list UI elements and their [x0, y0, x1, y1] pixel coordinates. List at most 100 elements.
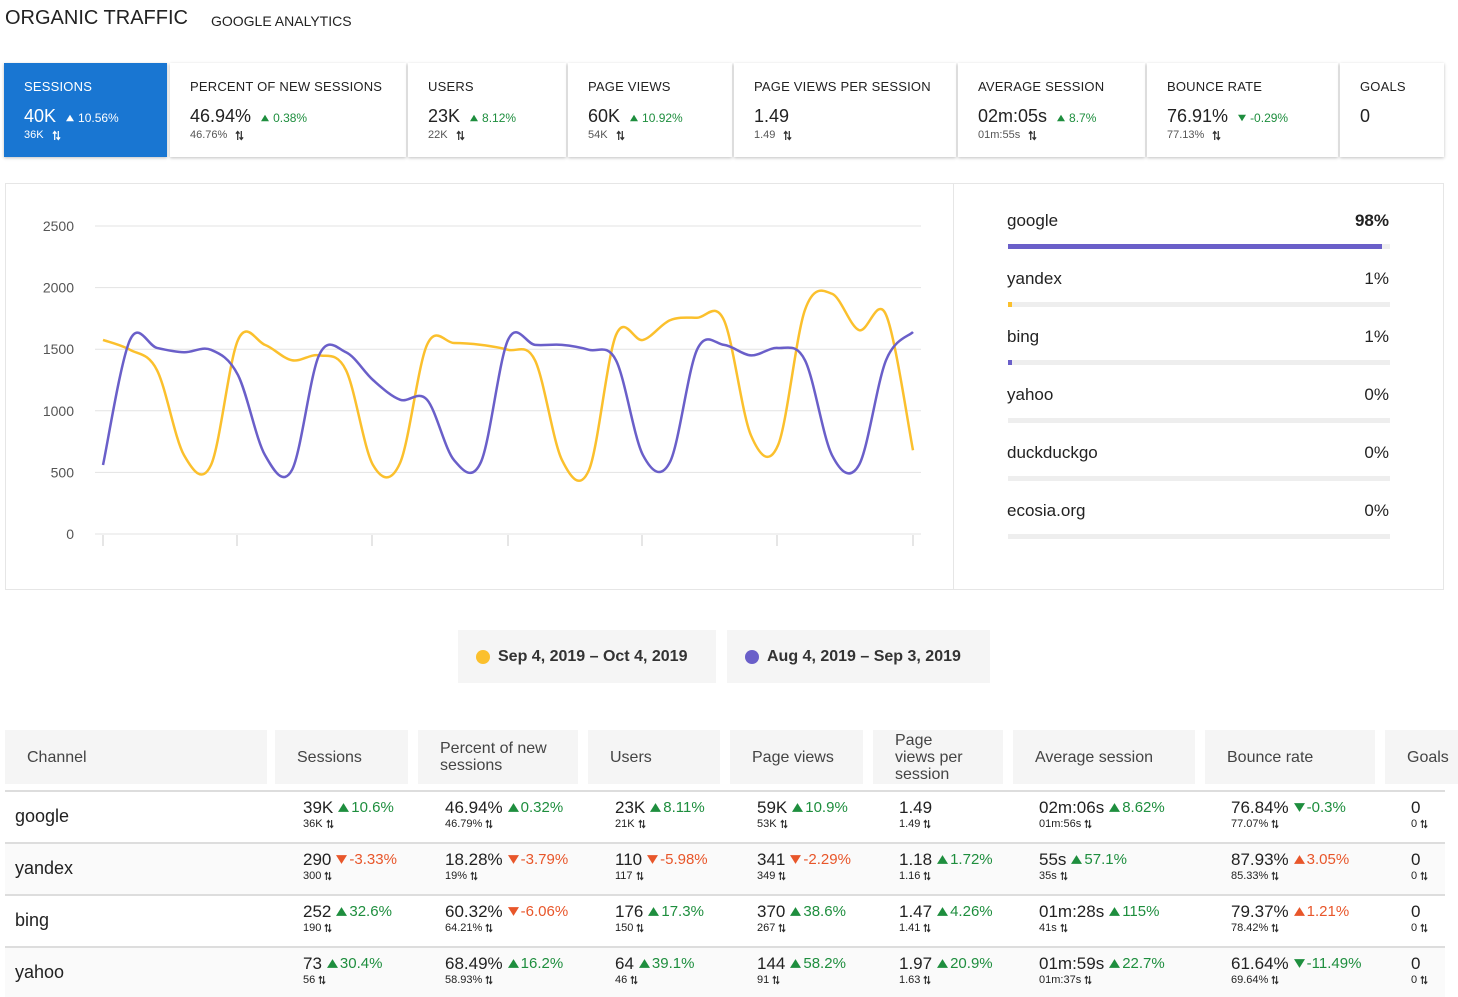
- column-header[interactable]: Percent of new sessions: [418, 730, 578, 784]
- kpi-card[interactable]: GOALS 0: [1340, 63, 1444, 157]
- cell-value: 1.47: [899, 902, 933, 921]
- cell-change: -3.33%: [336, 851, 397, 868]
- kpi-value: 60K: [588, 106, 621, 126]
- cell-previous: 35s: [1039, 870, 1057, 882]
- compare-icon: [1028, 129, 1037, 141]
- cell-change: 57.1%: [1071, 851, 1127, 868]
- up-triangle: [261, 114, 270, 122]
- cell-value: 46.94%: [445, 798, 503, 817]
- column-header-label: Page views: [752, 748, 834, 766]
- up-triangle: [638, 959, 650, 968]
- column-header[interactable]: Users: [588, 730, 720, 784]
- cell-previous: 46.79%: [445, 818, 483, 830]
- cell-change: 39.1%: [638, 955, 694, 972]
- cell-previous-row: 117: [615, 870, 708, 882]
- kpi-value-row: 23K 8.12%: [428, 106, 566, 127]
- cell-change: 8.11%: [650, 799, 705, 816]
- cell-value: 144: [757, 954, 786, 973]
- channel-name: yahoo: [15, 962, 65, 982]
- compare-icon: [637, 819, 646, 829]
- kpi-previous: 54K: [588, 129, 608, 141]
- cell-previous-row: 1.16: [899, 870, 993, 882]
- cell-value: 01m:28s: [1039, 902, 1105, 921]
- cell-previous: 190: [303, 922, 322, 934]
- up-triangle: [1293, 855, 1305, 864]
- kpi-previous: 01m:55s: [978, 129, 1021, 141]
- kpi-card[interactable]: USERS 23K 8.12% 22K: [408, 63, 566, 157]
- chart: 0 500 1000 1500 2000 2500: [43, 218, 921, 546]
- cell-change: -6.06%: [507, 903, 568, 920]
- cell-value-row: 110 -5.98%: [615, 850, 708, 870]
- column-header[interactable]: Goals: [1385, 730, 1458, 784]
- cell-previous-row: 1.49: [899, 818, 932, 830]
- column-header-label: Bounce rate: [1227, 748, 1314, 766]
- cell-previous: 1.16: [899, 870, 921, 882]
- column-header-label: Page views per session: [895, 731, 963, 783]
- cell-previous: 117: [615, 870, 633, 882]
- table-cell: 39K 10.6% 36K: [303, 798, 394, 830]
- kpi-card[interactable]: PAGE VIEWS PER SESSION 1.49 1.49: [734, 63, 956, 157]
- kpi-card[interactable]: PERCENT OF NEW SESSIONS 46.94% 0.38% 46.76%: [170, 63, 406, 157]
- kpi-card[interactable]: PAGE VIEWS 60K 10.92% 54K: [568, 63, 732, 157]
- column-header[interactable]: Bounce rate: [1205, 730, 1375, 784]
- kpi-previous: 46.76%: [190, 129, 228, 141]
- cell-change: 0.32%: [507, 799, 563, 816]
- legend-item[interactable]: Sep 4, 2019 – Oct 4, 2019: [458, 630, 716, 683]
- cell-value-row: 1.18 1.72%: [899, 850, 993, 870]
- cell-previous-row: 78.42%: [1231, 922, 1349, 934]
- kpi-change: 10.92%: [630, 111, 683, 125]
- legend-item[interactable]: Aug 4, 2019 – Sep 3, 2019: [727, 630, 990, 683]
- table-cell: 176 17.3% 150: [615, 902, 704, 934]
- column-header[interactable]: Page views: [730, 730, 863, 784]
- up-triangle: [470, 114, 479, 122]
- table-cell: 1.49 1.49: [899, 798, 932, 830]
- cell-previous-row: 0: [1411, 870, 1428, 882]
- cell-value-row: 252 32.6%: [303, 902, 392, 922]
- source-share: 98%: [1354, 211, 1389, 230]
- compare-icon: [1271, 871, 1279, 881]
- cell-previous: 91: [757, 974, 770, 986]
- column-header[interactable]: Page views per session: [873, 730, 1003, 784]
- cell-change: 10.9%: [792, 799, 848, 816]
- kpi-label: BOUNCE RATE: [1167, 79, 1263, 94]
- up-triangle: [648, 907, 660, 916]
- table-row: google 39K 10.6% 36K 46.94% 0.32% 46.79% 23K 8.1…: [5, 790, 1445, 842]
- kpi-card[interactable]: AVERAGE SESSION 02m:05s 8.7% 01m:55s: [958, 63, 1145, 157]
- kpi-label: AVERAGE SESSION: [978, 79, 1105, 94]
- compare-icon: [778, 923, 786, 933]
- cell-value: 39K: [303, 798, 334, 817]
- kpi-label: PAGE VIEWS: [588, 79, 671, 94]
- table-cell: 55s 57.1% 35s: [1039, 850, 1127, 882]
- y-tick-label: 500: [51, 464, 75, 480]
- kpi-card[interactable]: BOUNCE RATE 76.91% -0.29% 77.13%: [1147, 63, 1338, 157]
- down-triangle: [336, 855, 348, 864]
- source-bar: [1008, 244, 1383, 249]
- kpi-label: PERCENT OF NEW SESSIONS: [190, 79, 383, 94]
- cell-change-text: 10.9%: [805, 799, 848, 816]
- down-triangle: [790, 855, 802, 864]
- compare-icon: [1060, 871, 1068, 881]
- column-header[interactable]: Average session: [1013, 730, 1195, 784]
- cell-previous: 0: [1411, 870, 1418, 882]
- table-cell: 02m:06s 8.62% 01m:56s: [1039, 798, 1165, 830]
- source-track: [1008, 360, 1390, 365]
- kpi-previous: 1.49: [754, 129, 776, 141]
- source-share: 0%: [1364, 385, 1389, 404]
- kpi-change: 0.38%: [261, 111, 307, 125]
- cell-previous: 85.33%: [1231, 870, 1269, 882]
- compare-icon: [783, 129, 793, 141]
- cell-value: 01m:59s: [1039, 954, 1105, 973]
- kpi-card[interactable]: SESSIONS 40K 10.56% 36K: [4, 63, 167, 157]
- kpi-previous-row: 77.13%: [1167, 129, 1338, 141]
- cell-change-text: 58.2%: [803, 955, 846, 972]
- table-cell: 1.47 4.26% 1.41: [899, 902, 993, 934]
- column-header[interactable]: Channel: [5, 730, 267, 784]
- cell-change: 22.7%: [1109, 955, 1165, 972]
- column-header[interactable]: Sessions: [275, 730, 408, 784]
- compare-icon: [1271, 975, 1279, 985]
- cell-value-row: 1.49: [899, 798, 932, 818]
- column-header-label: Percent of new sessions: [440, 740, 547, 774]
- cell-value: 68.49%: [445, 954, 503, 973]
- cell-previous: 267: [757, 922, 776, 934]
